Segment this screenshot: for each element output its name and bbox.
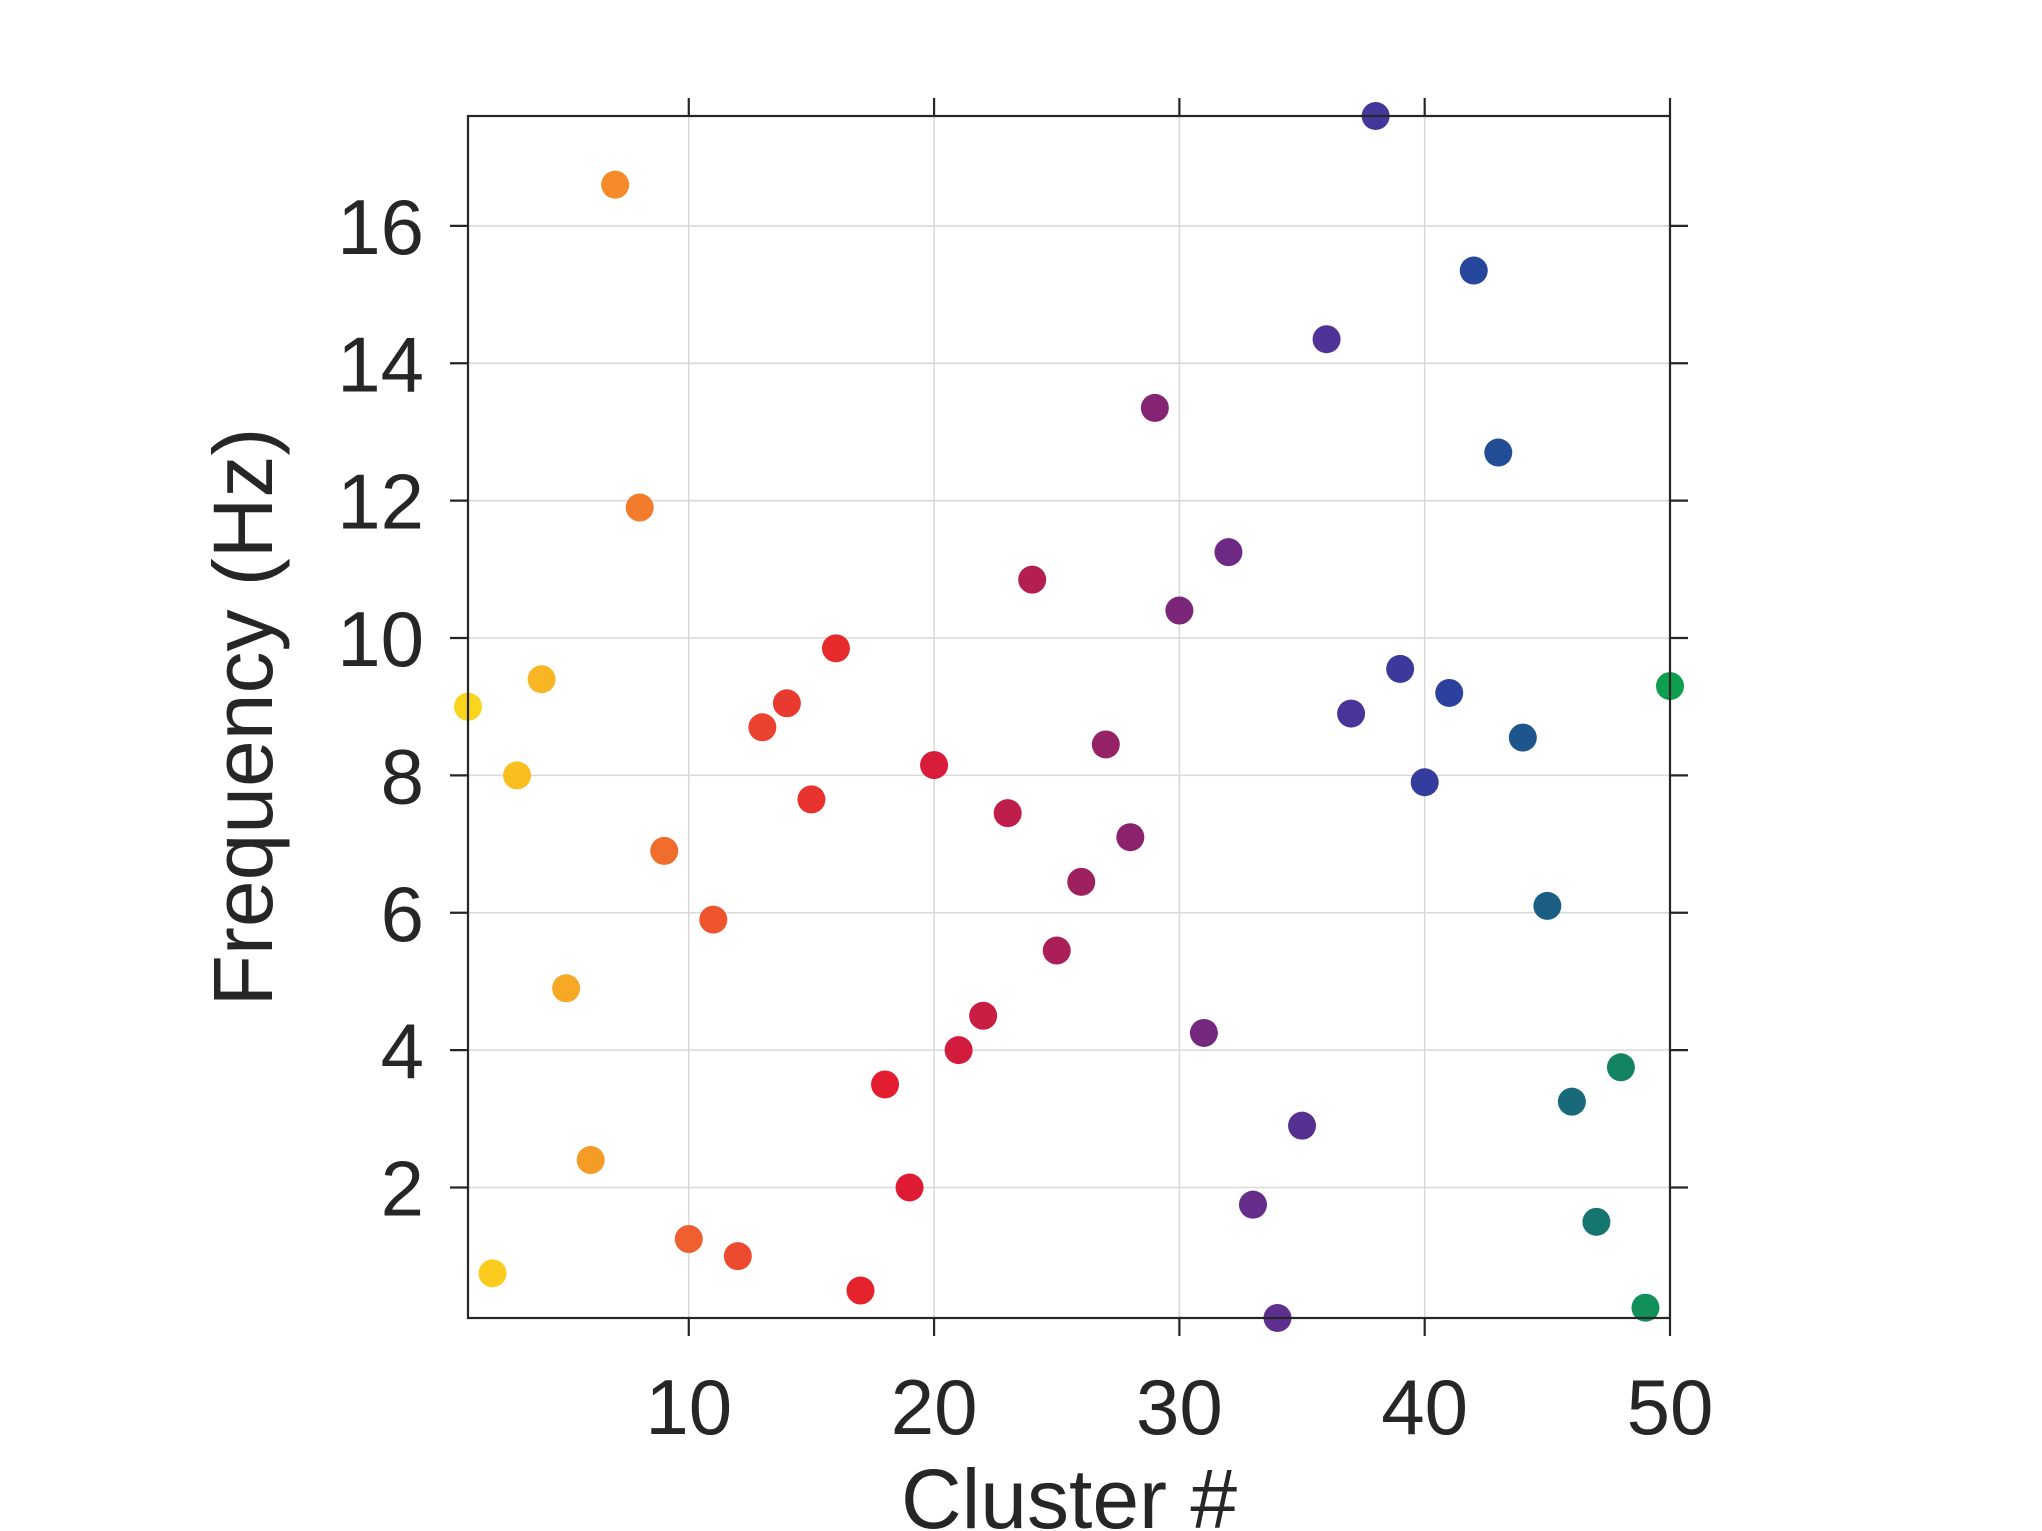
data-point bbox=[895, 1173, 924, 1202]
data-point bbox=[920, 751, 949, 780]
data-point bbox=[1386, 654, 1415, 683]
data-point bbox=[1116, 823, 1145, 852]
data-point bbox=[1288, 1111, 1317, 1140]
data-point bbox=[1042, 936, 1071, 965]
data-point bbox=[601, 170, 630, 199]
data-point bbox=[1067, 867, 1096, 896]
x-tick-label: 10 bbox=[645, 1363, 732, 1451]
data-point bbox=[1140, 393, 1169, 422]
data-point bbox=[1165, 596, 1194, 625]
data-point bbox=[1091, 730, 1120, 759]
data-point bbox=[1435, 678, 1464, 707]
data-point bbox=[993, 799, 1022, 828]
plot-area-border bbox=[466, 114, 1672, 1320]
data-points bbox=[454, 102, 1684, 1332]
data-point bbox=[1631, 1293, 1660, 1322]
data-point bbox=[797, 785, 826, 814]
data-point bbox=[1606, 1053, 1635, 1082]
data-point bbox=[478, 1259, 507, 1288]
x-tick-label: 20 bbox=[891, 1363, 978, 1451]
data-point bbox=[723, 1242, 752, 1271]
data-point bbox=[1018, 565, 1047, 594]
y-tick-label: 14 bbox=[337, 320, 424, 408]
data-point bbox=[846, 1276, 875, 1305]
x-tick-label: 40 bbox=[1381, 1363, 1468, 1451]
data-point bbox=[1533, 891, 1562, 920]
y-tick-label: 2 bbox=[381, 1144, 424, 1232]
data-point bbox=[871, 1070, 900, 1099]
y-axis-title: Frequency (Hz) bbox=[196, 428, 290, 1007]
data-point bbox=[944, 1036, 973, 1065]
x-axis-title: Cluster # bbox=[901, 1452, 1237, 1531]
data-point bbox=[821, 634, 850, 663]
data-point bbox=[527, 665, 556, 694]
data-point bbox=[1189, 1018, 1218, 1047]
data-point bbox=[503, 761, 532, 790]
data-point bbox=[576, 1146, 605, 1175]
data-point bbox=[1557, 1087, 1586, 1116]
x-tick-label: 30 bbox=[1136, 1363, 1223, 1451]
data-point bbox=[552, 974, 581, 1003]
data-point bbox=[1410, 768, 1439, 797]
x-tick-label: 50 bbox=[1627, 1363, 1714, 1451]
data-point bbox=[1238, 1190, 1267, 1219]
data-point bbox=[1582, 1207, 1611, 1236]
data-point bbox=[969, 1001, 998, 1030]
data-point bbox=[1337, 699, 1366, 728]
data-point bbox=[748, 713, 777, 742]
data-point bbox=[650, 836, 679, 865]
axis-ticks bbox=[450, 98, 1688, 1336]
tick-labels: 10 20 30 40 50 2 4 6 8 10 12 14 16 bbox=[337, 183, 1713, 1451]
y-tick-label: 6 bbox=[381, 870, 424, 958]
data-point bbox=[699, 905, 728, 934]
data-point bbox=[1459, 256, 1488, 285]
grid bbox=[468, 116, 1671, 1318]
y-tick-label: 4 bbox=[381, 1007, 424, 1095]
data-point bbox=[1214, 538, 1243, 567]
data-point bbox=[674, 1225, 703, 1254]
data-point bbox=[625, 493, 654, 522]
data-point bbox=[1312, 325, 1341, 354]
y-tick-label: 8 bbox=[381, 732, 424, 820]
y-tick-label: 12 bbox=[337, 458, 424, 546]
y-tick-label: 16 bbox=[337, 183, 424, 271]
data-point bbox=[772, 689, 801, 718]
data-point bbox=[1508, 723, 1537, 752]
y-tick-label: 10 bbox=[337, 595, 424, 683]
data-point bbox=[1484, 438, 1513, 467]
